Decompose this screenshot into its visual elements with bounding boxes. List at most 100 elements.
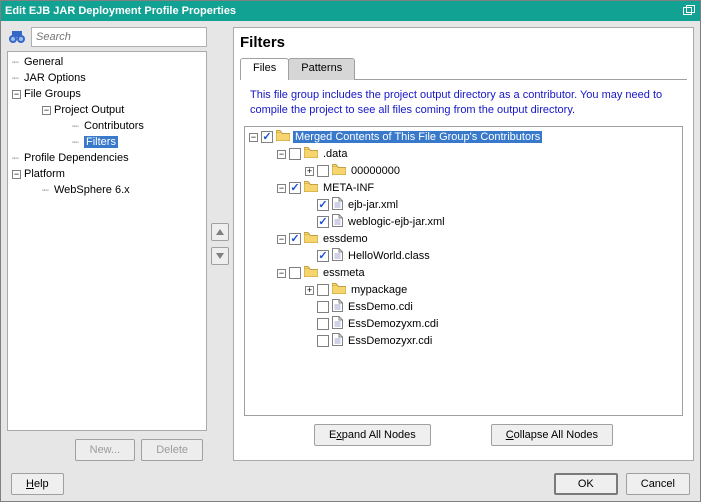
file-tree-row[interactable]: EssDemo.cdi bbox=[245, 299, 682, 316]
tree-toggle-icon[interactable]: − bbox=[12, 170, 21, 179]
tree-spacer bbox=[305, 303, 314, 312]
move-up-button[interactable] bbox=[211, 223, 229, 241]
file-tree-row[interactable]: HelloWorld.class bbox=[245, 248, 682, 265]
contributor-note: This file group includes the project out… bbox=[244, 84, 683, 126]
folder-icon bbox=[276, 130, 293, 144]
checkbox[interactable] bbox=[317, 335, 329, 347]
tree-leaf-icon: ┈ bbox=[12, 56, 24, 69]
file-icon bbox=[332, 197, 346, 213]
nav-item[interactable]: −Project Output bbox=[8, 102, 206, 118]
checkbox[interactable] bbox=[289, 148, 301, 160]
nav-item-label: WebSphere 6.x bbox=[54, 184, 130, 196]
footer: Help OK Cancel bbox=[1, 467, 700, 501]
checkbox[interactable] bbox=[289, 233, 301, 245]
file-tree[interactable]: −Merged Contents of This File Group's Co… bbox=[244, 126, 683, 416]
checkbox[interactable] bbox=[289, 182, 301, 194]
tree-toggle-icon[interactable]: + bbox=[305, 286, 314, 295]
cancel-button[interactable]: Cancel bbox=[626, 473, 690, 495]
tree-toggle-icon[interactable]: − bbox=[277, 150, 286, 159]
file-tree-label: mypackage bbox=[349, 284, 409, 296]
file-tree-label: HelloWorld.class bbox=[346, 250, 432, 262]
file-icon bbox=[332, 316, 346, 332]
nav-item-label: General bbox=[24, 56, 63, 68]
tree-toggle-icon[interactable]: − bbox=[277, 184, 286, 193]
restore-window-icon[interactable] bbox=[682, 5, 696, 17]
file-tree-label: EssDemozyxr.cdi bbox=[346, 335, 434, 347]
file-tree-label: EssDemo.cdi bbox=[346, 301, 415, 313]
help-button[interactable]: Help bbox=[11, 473, 64, 495]
nav-item[interactable]: ┈Filters bbox=[8, 134, 206, 150]
tree-toggle-icon[interactable]: − bbox=[42, 106, 51, 115]
nav-item[interactable]: ┈WebSphere 6.x bbox=[8, 182, 206, 198]
tab-patterns[interactable]: Patterns bbox=[288, 58, 355, 80]
checkbox[interactable] bbox=[317, 301, 329, 313]
right-heading: Filters bbox=[233, 27, 694, 57]
nav-item[interactable]: ┈Profile Dependencies bbox=[8, 150, 206, 166]
nav-item[interactable]: −Platform bbox=[8, 166, 206, 182]
file-tree-row[interactable]: weblogic-ejb-jar.xml bbox=[245, 214, 682, 231]
ok-button[interactable]: OK bbox=[554, 473, 618, 495]
file-tree-row[interactable]: − essdemo bbox=[245, 231, 682, 248]
file-tree-row[interactable]: −Merged Contents of This File Group's Co… bbox=[245, 129, 682, 146]
checkbox[interactable] bbox=[317, 318, 329, 330]
left-pane: ┈General┈JAR Options−File Groups−Project… bbox=[7, 27, 207, 461]
tab-files[interactable]: Files bbox=[240, 58, 289, 80]
file-tree-row[interactable]: +00000000 bbox=[245, 163, 682, 180]
expand-all-button[interactable]: Expand All Nodes bbox=[314, 424, 431, 446]
file-tree-row[interactable]: EssDemozyxr.cdi bbox=[245, 333, 682, 350]
tree-toggle-icon[interactable]: − bbox=[277, 269, 286, 278]
nav-item-label: Platform bbox=[24, 168, 65, 180]
tree-toggle-icon[interactable]: − bbox=[249, 133, 258, 142]
left-buttons: New... Delete bbox=[7, 435, 207, 461]
right-content: Files Patterns This file group includes … bbox=[233, 57, 694, 461]
right-pane: Filters Files Patterns This file group i… bbox=[233, 27, 694, 461]
nav-item[interactable]: −File Groups bbox=[8, 86, 206, 102]
checkbox[interactable] bbox=[317, 284, 329, 296]
tree-leaf-icon: ┈ bbox=[72, 136, 84, 149]
binoculars-icon bbox=[7, 29, 27, 45]
search-input[interactable] bbox=[31, 27, 207, 47]
checkbox[interactable] bbox=[317, 216, 329, 228]
file-tree-row[interactable]: −.data bbox=[245, 146, 682, 163]
file-tree-row[interactable]: − META-INF bbox=[245, 180, 682, 197]
nav-item-label: File Groups bbox=[24, 88, 81, 100]
nav-item[interactable]: ┈Contributors bbox=[8, 118, 206, 134]
search-row bbox=[7, 27, 207, 47]
move-down-button[interactable] bbox=[211, 247, 229, 265]
file-tree-row[interactable]: ejb-jar.xml bbox=[245, 197, 682, 214]
tree-spacer bbox=[305, 337, 314, 346]
checkbox[interactable] bbox=[317, 165, 329, 177]
tree-toggle-icon[interactable]: − bbox=[12, 90, 21, 99]
collapse-all-button[interactable]: Collapse All Nodes bbox=[491, 424, 613, 446]
nav-item-label: Filters bbox=[84, 136, 118, 148]
tree-spacer bbox=[305, 320, 314, 329]
checkbox[interactable] bbox=[261, 131, 273, 143]
new-button: New... bbox=[75, 439, 136, 461]
file-tree-row[interactable]: EssDemozyxm.cdi bbox=[245, 316, 682, 333]
nav-item[interactable]: ┈General bbox=[8, 54, 206, 70]
file-icon bbox=[332, 248, 346, 264]
nav-item[interactable]: ┈JAR Options bbox=[8, 70, 206, 86]
checkbox[interactable] bbox=[289, 267, 301, 279]
dialog-window: Edit EJB JAR Deployment Profile Properti… bbox=[0, 0, 701, 502]
file-tree-label: essdemo bbox=[321, 233, 370, 245]
file-tree-label: essmeta bbox=[321, 267, 367, 279]
file-tree-label: weblogic-ejb-jar.xml bbox=[346, 216, 447, 228]
folder-icon bbox=[332, 164, 349, 178]
reorder-arrows bbox=[211, 27, 229, 461]
tree-toggle-icon[interactable]: − bbox=[277, 235, 286, 244]
tree-spacer bbox=[305, 201, 314, 210]
tree-toggle-icon[interactable]: + bbox=[305, 167, 314, 176]
file-icon bbox=[332, 333, 346, 349]
nav-tree[interactable]: ┈General┈JAR Options−File Groups−Project… bbox=[7, 51, 207, 431]
file-tree-label: META-INF bbox=[321, 182, 376, 194]
checkbox[interactable] bbox=[317, 199, 329, 211]
window-title: Edit EJB JAR Deployment Profile Properti… bbox=[5, 5, 236, 17]
delete-button: Delete bbox=[141, 439, 203, 461]
file-tree-row[interactable]: − essmeta bbox=[245, 265, 682, 282]
file-tree-row[interactable]: + mypackage bbox=[245, 282, 682, 299]
tab-panel-files: This file group includes the project out… bbox=[240, 79, 687, 454]
folder-icon bbox=[304, 266, 321, 280]
checkbox[interactable] bbox=[317, 250, 329, 262]
tabs: Files Patterns bbox=[234, 57, 693, 79]
